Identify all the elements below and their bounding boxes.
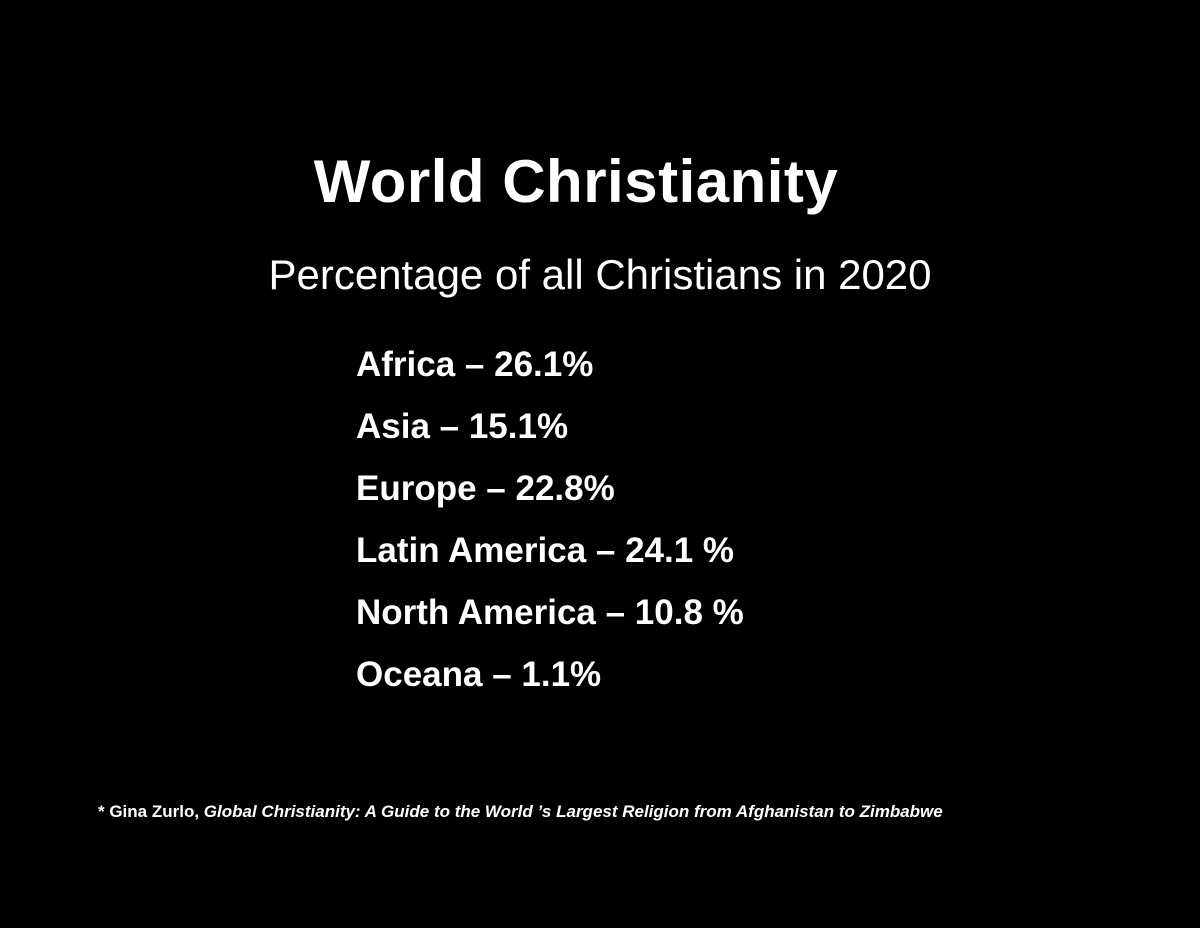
list-item-asia: Asia – 15.1%	[356, 407, 569, 446]
footnote-book-title: Global Christianity: A Guide to the Worl…	[203, 802, 943, 821]
list-item-oceana: Oceana – 1.1%	[356, 655, 602, 694]
list-item-latin-america: Latin America – 24.1 %	[356, 531, 735, 570]
list-item-north-america: North America – 10.8 %	[356, 593, 744, 632]
slide-subtitle: Percentage of all Christians in 2020	[268, 251, 932, 298]
footnote-author: * Gina Zurlo,	[98, 802, 204, 821]
slide-title: World Christianity	[313, 148, 839, 215]
source-footnote: * Gina Zurlo, Global Christianity: A Gui…	[98, 800, 943, 824]
list-item-africa: Africa – 26.1%	[356, 345, 594, 384]
list-item-europe: Europe – 22.8%	[356, 469, 615, 508]
region-list: Africa – 26.1% Asia – 15.1% Europe – 22.…	[356, 334, 744, 706]
